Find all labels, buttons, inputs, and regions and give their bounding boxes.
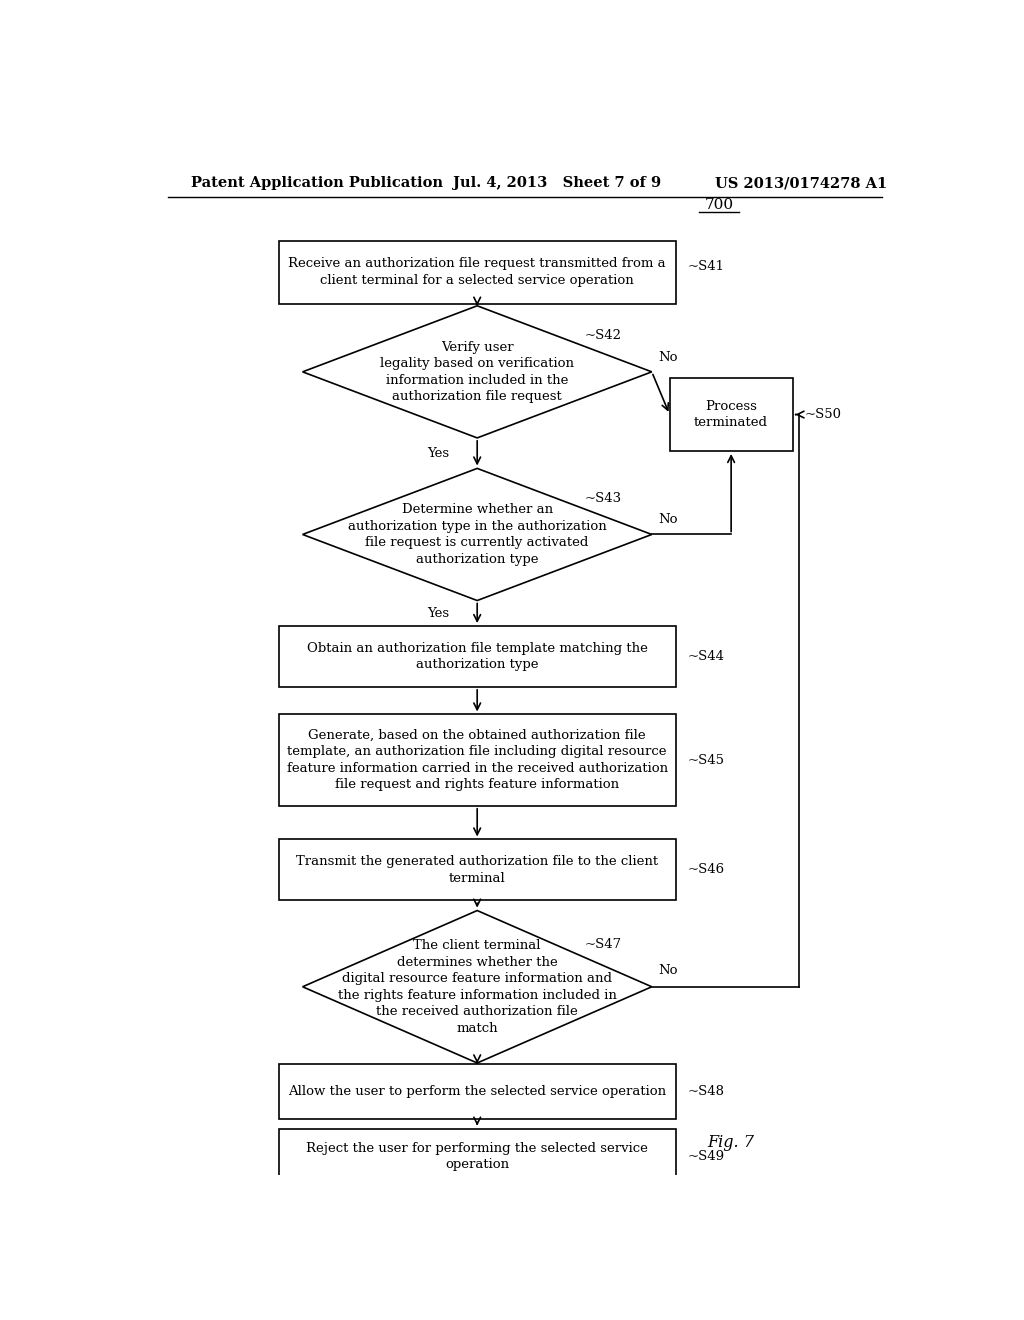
Text: Determine whether an
authorization type in the authorization
file request is cur: Determine whether an authorization type … <box>348 503 606 566</box>
Bar <box>279 714 676 805</box>
Text: Patent Application Publication: Patent Application Publication <box>191 177 443 190</box>
Text: Transmit the generated authorization file to the client
terminal: Transmit the generated authorization fil… <box>296 855 658 884</box>
Polygon shape <box>303 306 652 438</box>
Text: Yes: Yes <box>427 607 450 619</box>
Text: ~S41: ~S41 <box>687 260 725 273</box>
Text: Reject the user for performing the selected service
operation: Reject the user for performing the selec… <box>306 1142 648 1171</box>
Text: Verify user
legality based on verification
information included in the
authoriza: Verify user legality based on verificati… <box>380 341 574 403</box>
Text: ~S46: ~S46 <box>687 863 725 876</box>
Text: Generate, based on the obtained authorization file
template, an authorization fi: Generate, based on the obtained authoriz… <box>287 729 668 792</box>
Text: Yes: Yes <box>427 446 450 459</box>
Text: The client terminal
determines whether the
digital resource feature information : The client terminal determines whether t… <box>338 939 616 1035</box>
Text: No: No <box>658 513 678 527</box>
Text: ~S49: ~S49 <box>687 1150 725 1163</box>
Text: Process
terminated: Process terminated <box>694 400 768 429</box>
Text: Receive an authorization file request transmitted from a
client terminal for a s: Receive an authorization file request tr… <box>289 257 666 286</box>
Bar <box>279 1129 676 1184</box>
Bar <box>670 378 793 451</box>
Text: ~S44: ~S44 <box>687 649 725 663</box>
Text: Fig. 7: Fig. 7 <box>708 1134 755 1151</box>
Text: ~S43: ~S43 <box>585 491 623 504</box>
Text: ~S47: ~S47 <box>585 939 623 952</box>
Text: No: No <box>658 964 678 977</box>
Polygon shape <box>303 911 652 1063</box>
Text: Allow the user to perform the selected service operation: Allow the user to perform the selected s… <box>288 1085 667 1098</box>
Text: No: No <box>658 351 678 364</box>
Text: Obtain an authorization file template matching the
authorization type: Obtain an authorization file template ma… <box>307 642 647 671</box>
Bar <box>279 1064 676 1119</box>
Text: 700: 700 <box>705 198 734 213</box>
Bar <box>279 240 676 304</box>
Text: ~S48: ~S48 <box>687 1085 725 1098</box>
Bar <box>279 840 676 900</box>
Polygon shape <box>303 469 652 601</box>
Text: US 2013/0174278 A1: US 2013/0174278 A1 <box>715 177 888 190</box>
Text: ~S45: ~S45 <box>687 754 725 767</box>
Text: ~S42: ~S42 <box>585 329 623 342</box>
Text: Jul. 4, 2013   Sheet 7 of 9: Jul. 4, 2013 Sheet 7 of 9 <box>454 177 662 190</box>
Text: ~S50: ~S50 <box>805 408 842 421</box>
Bar <box>279 626 676 686</box>
